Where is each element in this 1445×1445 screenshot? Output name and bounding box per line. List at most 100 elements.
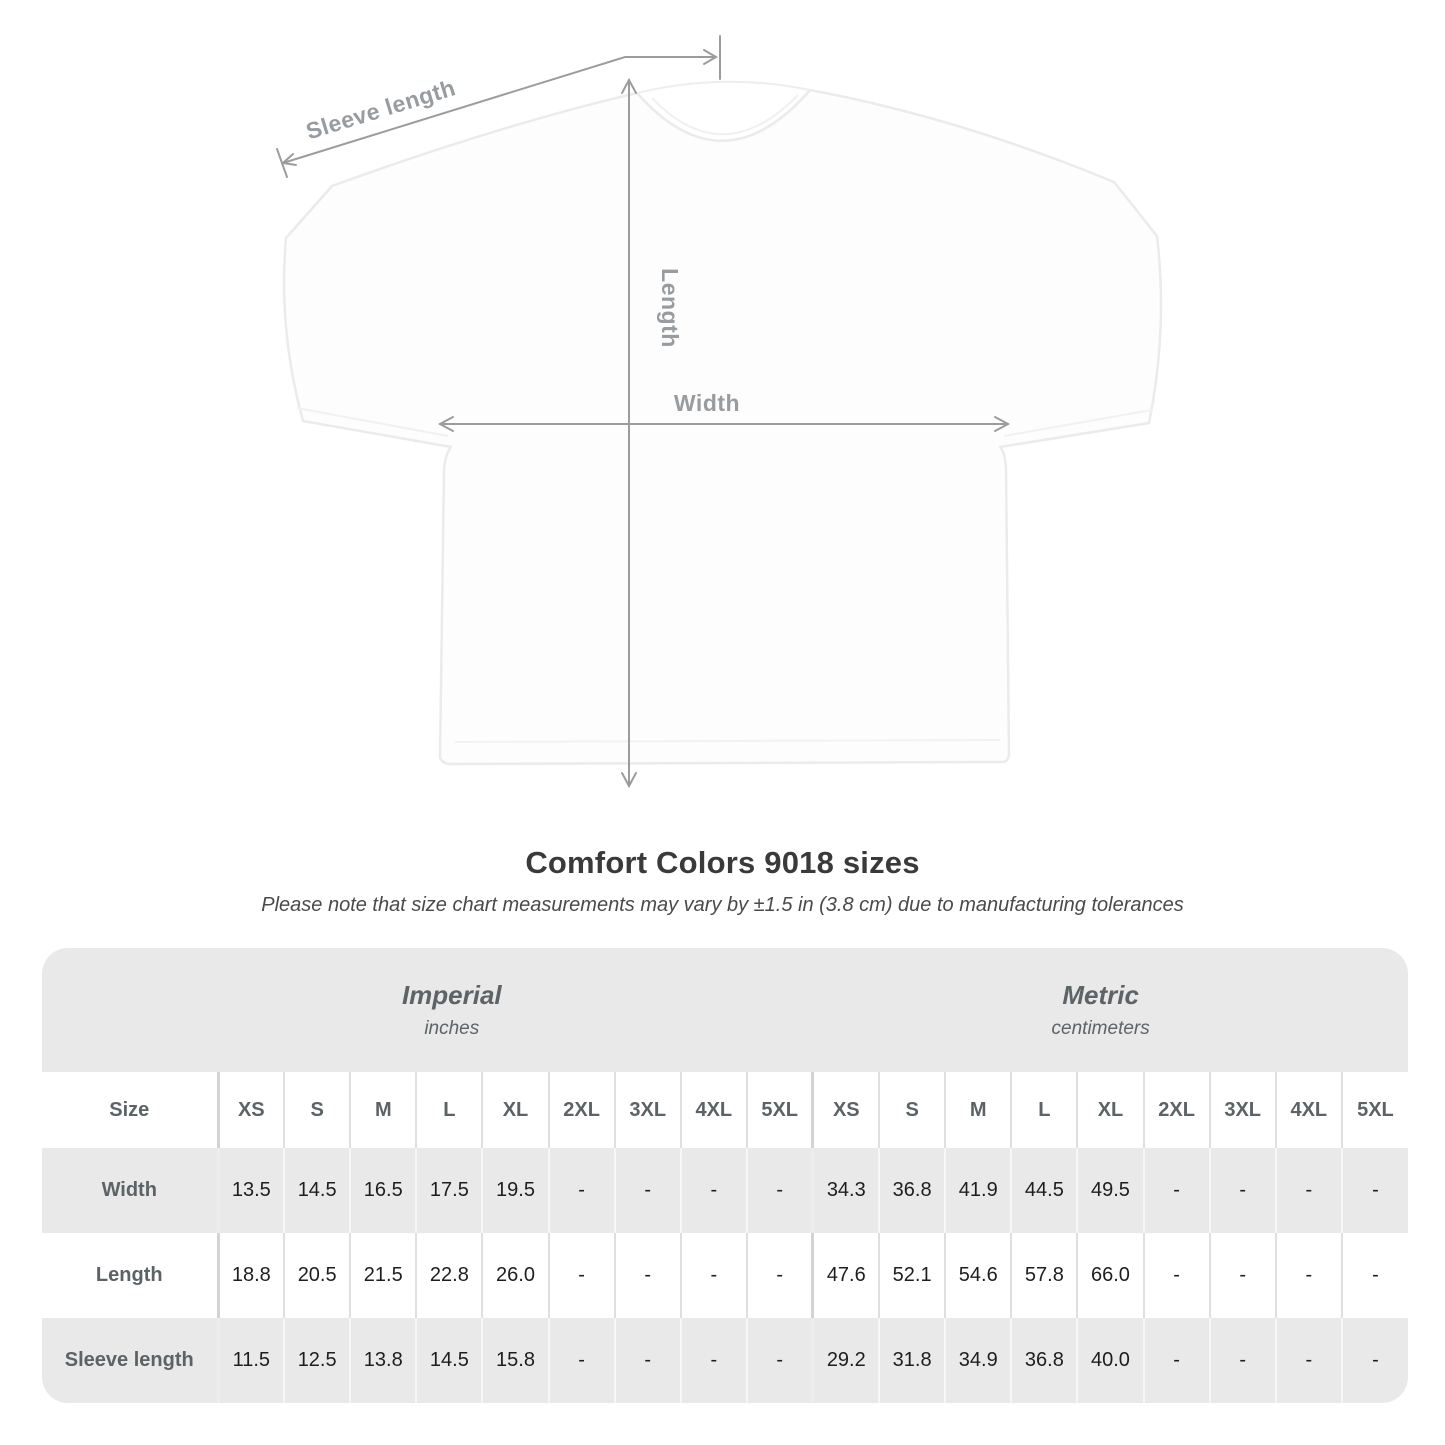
size-col-header: 2XL — [547, 1072, 615, 1148]
size-col-header: M — [349, 1072, 417, 1148]
collar-top-seam — [636, 80, 811, 94]
value-cell: - — [1208, 1318, 1276, 1403]
size-col-header: XS — [216, 1072, 285, 1148]
width-arrow — [437, 416, 1011, 432]
value-cell: - — [1208, 1233, 1276, 1318]
size-col-header: 5XL — [1340, 1072, 1408, 1148]
value-cell: 41.9 — [944, 1148, 1012, 1233]
value-cell: 13.8 — [349, 1318, 417, 1403]
tshirt-outline — [282, 80, 1163, 766]
size-col-header: 4XL — [679, 1072, 747, 1148]
value-cell: 26.0 — [481, 1233, 549, 1318]
size-chart-card: Imperial inches Metric centimeters Size X… — [42, 948, 1408, 1403]
value-cell: - — [1340, 1148, 1408, 1233]
size-col-header: L — [1010, 1072, 1078, 1148]
value-cell: 57.8 — [1010, 1233, 1078, 1318]
value-cell: - — [1274, 1148, 1342, 1233]
size-col-header: 2XL — [1142, 1072, 1210, 1148]
value-cell: - — [547, 1318, 615, 1403]
value-cell: 22.8 — [415, 1233, 483, 1318]
value-cell: - — [745, 1233, 813, 1318]
page-title: Comfort Colors 9018 sizes — [525, 845, 920, 880]
metric-header: Metric centimeters — [1052, 980, 1150, 1040]
value-cell: 17.5 — [415, 1148, 483, 1233]
size-col-header: XL — [1076, 1072, 1144, 1148]
value-cell: 21.5 — [349, 1233, 417, 1318]
hem-seam — [454, 739, 1001, 743]
size-label: Size — [109, 1098, 150, 1121]
length-arrow — [621, 77, 637, 789]
value-cell: 29.2 — [811, 1318, 880, 1403]
value-cell: 34.3 — [811, 1148, 880, 1233]
metric-unit: centimeters — [1051, 1018, 1150, 1039]
length-label: Length — [657, 268, 683, 348]
size-col-header: S — [878, 1072, 946, 1148]
right-cuff-seam — [1003, 409, 1153, 437]
value-cell: - — [1142, 1318, 1210, 1403]
row-label: Sleeve length — [64, 1349, 194, 1371]
width-label: Width — [674, 390, 740, 416]
value-cell: - — [1274, 1233, 1342, 1318]
unit-header-band: Imperial inches Metric centimeters — [42, 948, 1408, 1072]
value-cell: 66.0 — [1076, 1233, 1144, 1318]
value-cell: - — [547, 1148, 615, 1233]
value-cell: - — [679, 1148, 747, 1233]
measurement-row: Length 18.8 20.5 21.5 22.8 26.0- - - -47.6 52.1 54… — [42, 1233, 1408, 1318]
size-col-header: XL — [481, 1072, 549, 1148]
value-cell: 54.6 — [944, 1233, 1012, 1318]
value-cell: - — [679, 1233, 747, 1318]
size-col-header: M — [944, 1072, 1012, 1148]
collar-ribbing-seam — [651, 94, 799, 136]
size-col-header: XS — [811, 1072, 880, 1148]
metric-name: Metric — [1062, 980, 1139, 1010]
imperial-unit: inches — [424, 1018, 480, 1039]
value-cell: - — [1274, 1318, 1342, 1403]
row-label: Width — [101, 1179, 157, 1201]
value-cell: - — [679, 1318, 747, 1403]
tolerance-note: Please note that size chart measurements… — [261, 894, 1184, 916]
value-cell: 20.5 — [283, 1233, 351, 1318]
left-cuff-seam — [296, 407, 449, 437]
value-cell: 36.8 — [878, 1148, 946, 1233]
value-cell: 19.5 — [481, 1148, 549, 1233]
value-cell: - — [745, 1148, 813, 1233]
size-col-header: S — [283, 1072, 351, 1148]
tshirt-measurement-diagram: Sleeve length Length Width — [276, 35, 1163, 789]
value-cell: 36.8 — [1010, 1318, 1078, 1403]
value-cell: - — [613, 1148, 681, 1233]
value-cell: - — [1208, 1148, 1276, 1233]
value-cell: - — [745, 1318, 813, 1403]
value-cell: - — [613, 1233, 681, 1318]
value-cell: 16.5 — [349, 1148, 417, 1233]
value-cell: 15.8 — [481, 1318, 549, 1403]
value-cell: 52.1 — [878, 1233, 946, 1318]
size-col-header: 5XL — [745, 1072, 813, 1148]
value-cell: - — [613, 1318, 681, 1403]
sleeve-length-label: Sleeve length — [303, 74, 459, 144]
value-cell: - — [1340, 1233, 1408, 1318]
value-cell: 49.5 — [1076, 1148, 1144, 1233]
size-header-row: Size XS S M L XL 2XL 3XL 4XL 5XL XS S M L XL 2XL 3XL 4XL 5… — [42, 1072, 1408, 1148]
size-col-header: 3XL — [1208, 1072, 1276, 1148]
size-table: Size XS S M L XL 2XL 3XL 4XL 5XL XS S M L XL 2XL 3XL 4XL 5… — [42, 1072, 1408, 1403]
measurement-row: Sleeve length 11.5 12.5 13.8 14.5 15.8- - - -29.… — [42, 1318, 1408, 1403]
size-col-header: L — [415, 1072, 483, 1148]
value-cell: 12.5 — [283, 1318, 351, 1403]
size-col-header: 3XL — [613, 1072, 681, 1148]
value-cell: 40.0 — [1076, 1318, 1144, 1403]
value-cell: - — [547, 1233, 615, 1318]
imperial-name: Imperial — [401, 980, 502, 1010]
value-cell: 13.5 — [216, 1148, 285, 1233]
value-cell: - — [1340, 1318, 1408, 1403]
value-cell: 18.8 — [216, 1233, 285, 1318]
value-cell: 47.6 — [811, 1233, 880, 1318]
value-cell: 14.5 — [283, 1148, 351, 1233]
value-cell: 11.5 — [216, 1318, 285, 1403]
measurement-row: Width 13.5 14.5 16.5 17.5 19.5- - - -34.3 36.8 41.… — [42, 1148, 1408, 1233]
imperial-header: Imperial inches — [402, 980, 502, 1040]
value-cell: 44.5 — [1010, 1148, 1078, 1233]
value-cell: 14.5 — [415, 1318, 483, 1403]
value-cell: - — [1142, 1148, 1210, 1233]
sleeve-length-arrow — [276, 35, 721, 178]
